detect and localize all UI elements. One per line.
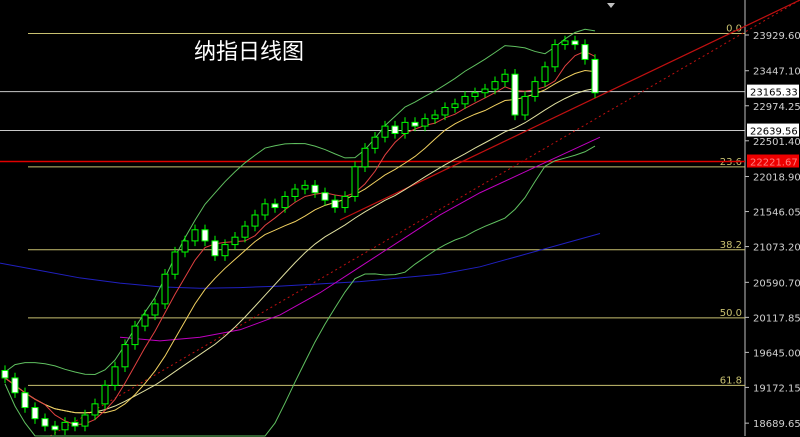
chart-title: 纳指日线图 xyxy=(194,40,305,65)
candle-up xyxy=(371,136,379,149)
y-tick-label: 21546.05 xyxy=(753,208,800,219)
candle-up xyxy=(131,325,139,346)
candle-up xyxy=(191,229,199,242)
candle-up xyxy=(221,244,229,257)
y-tick-label: 19172.15 xyxy=(753,383,800,394)
long-ma-line-blue xyxy=(0,233,601,289)
ma20-line xyxy=(4,87,596,414)
candle-down xyxy=(41,418,49,427)
candle-down xyxy=(211,240,219,257)
candle-up xyxy=(241,225,249,238)
candle-up xyxy=(81,414,89,427)
y-tick-label: 21073.20 xyxy=(753,243,800,254)
candle-up xyxy=(91,403,99,416)
candle-up xyxy=(291,188,299,197)
candle-down xyxy=(411,121,419,127)
candle-down xyxy=(581,44,589,60)
fib-level-label: 23.6 xyxy=(720,157,742,168)
candle-up xyxy=(101,384,109,405)
trend-line xyxy=(339,0,800,221)
candle-up xyxy=(341,195,349,209)
price-label: 23165.33 xyxy=(750,88,798,99)
candle-up xyxy=(181,240,189,253)
candle-up xyxy=(451,103,459,109)
fib-level-label: 50.0 xyxy=(720,308,742,319)
y-tick-label: 23447.10 xyxy=(753,67,800,78)
candle-down xyxy=(1,370,9,379)
candle-up xyxy=(531,81,539,97)
candle-up xyxy=(441,107,449,116)
candle-up xyxy=(471,92,479,97)
y-tick-label: 19645.00 xyxy=(753,348,800,359)
y-tick-label: 20590.70 xyxy=(753,278,800,289)
long-ma-line-purple xyxy=(119,136,601,342)
candle-up xyxy=(231,236,239,246)
price-label-box xyxy=(747,84,799,98)
candle-up xyxy=(541,66,549,83)
candle-up xyxy=(151,303,159,316)
y-tick-label: 20117.85 xyxy=(753,313,800,324)
candle-down xyxy=(31,407,39,420)
candle-up xyxy=(61,421,69,431)
candle-down xyxy=(201,229,209,242)
bollinger-lower xyxy=(4,145,596,437)
candle-up xyxy=(461,95,469,105)
candle-up xyxy=(401,121,409,134)
ma10-line xyxy=(4,70,596,414)
candle-down xyxy=(331,199,339,209)
candle-down xyxy=(311,184,319,194)
candle-up xyxy=(261,203,269,216)
price-label: 22639.56 xyxy=(750,127,798,138)
candle-up xyxy=(381,125,389,138)
candle-down xyxy=(11,377,19,394)
price-label: 22221.67 xyxy=(750,158,798,169)
candle-up xyxy=(421,118,429,127)
scroll-marker-icon xyxy=(607,3,615,8)
ma5-line xyxy=(4,50,596,426)
candle-down xyxy=(51,425,59,431)
fib-level-label: 0.0 xyxy=(726,23,742,34)
candle-up xyxy=(141,314,149,327)
candle-up xyxy=(521,95,529,116)
candle-down xyxy=(21,392,29,409)
candle-down xyxy=(271,203,279,209)
price-label-box xyxy=(747,123,799,137)
candle-up xyxy=(561,40,569,46)
candle-up xyxy=(501,73,509,83)
price-label-box xyxy=(747,154,799,168)
candle-up xyxy=(251,214,259,227)
candle-down xyxy=(511,73,519,116)
candle-up xyxy=(431,114,439,120)
candle-down xyxy=(591,58,599,94)
candle-up xyxy=(171,251,179,275)
candle-up xyxy=(491,81,499,90)
candle-up xyxy=(111,366,119,386)
candle-down xyxy=(391,125,399,134)
candle-down xyxy=(571,40,579,46)
candle-down xyxy=(71,421,79,427)
candle-up xyxy=(481,88,489,94)
candle-down xyxy=(321,192,329,201)
trend-line-dotted xyxy=(49,0,800,437)
candle-up xyxy=(351,166,359,197)
y-tick-label: 18689.65 xyxy=(753,419,800,430)
bollinger-upper xyxy=(4,28,596,376)
fib-level-label: 61.8 xyxy=(720,375,742,386)
candle-up xyxy=(161,273,169,305)
y-tick-label: 22974.25 xyxy=(753,102,800,113)
candle-up xyxy=(121,344,129,368)
fib-level-label: 38.2 xyxy=(720,240,742,251)
candle-up xyxy=(281,195,289,209)
y-tick-label: 22018.90 xyxy=(753,173,800,184)
y-tick-label: 22501.40 xyxy=(753,137,800,148)
candle-up xyxy=(361,147,369,168)
candle-up xyxy=(551,44,559,68)
y-tick-label: 23929.60 xyxy=(753,31,800,42)
candle-up xyxy=(301,184,309,190)
